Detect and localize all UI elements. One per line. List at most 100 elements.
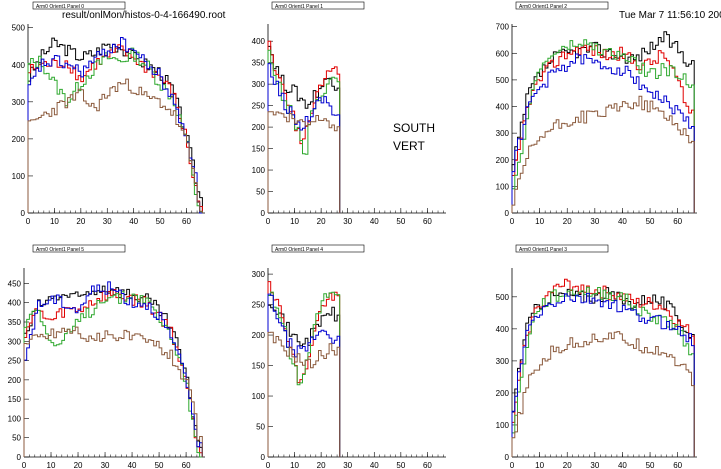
x-tick-label: 40 (128, 461, 137, 469)
x-tick-label: 20 (317, 217, 326, 226)
series-black-histogram (23, 285, 203, 457)
x-tick-label: 0 (22, 461, 27, 469)
y-tick-label: 200 (496, 156, 510, 165)
histogram-panel-3: Arm0 Orient1 Panel 5 0 10 20 30 40 50 60 0 50 100 1… (8, 244, 205, 469)
series-brown-histogram (511, 331, 695, 457)
x-tick-label: 40 (370, 217, 379, 226)
x-tick-label: 40 (129, 217, 138, 226)
y-tick-label: 400 (12, 61, 26, 70)
panel-title: Arm0 Orient1 Panel 1 (275, 4, 323, 10)
y-tick-label: 150 (252, 362, 266, 371)
y-tick-label: 300 (496, 357, 510, 366)
series-red-histogram (267, 281, 341, 457)
x-tick-label: 30 (343, 217, 352, 226)
y-tick-label: 100 (496, 421, 510, 430)
y-tick-label: 0 (505, 453, 510, 462)
series-blue-histogram (267, 63, 341, 213)
y-tick-label: 500 (496, 293, 510, 302)
x-tick-label: 30 (103, 217, 112, 226)
y-tick-label: 0 (17, 453, 22, 462)
x-tick-label: 0 (266, 461, 271, 469)
x-tick-label: 60 (673, 217, 682, 226)
y-tick-label: 600 (496, 49, 510, 58)
series-brown-histogram (27, 78, 203, 213)
y-tick-label: 50 (256, 188, 265, 197)
y-tick-label: 400 (496, 103, 510, 112)
x-tick-label: 10 (535, 461, 544, 469)
x-tick-label: 60 (673, 461, 682, 469)
series-brown-histogram (23, 326, 203, 457)
y-tick-label: 0 (261, 453, 266, 462)
series-green-histogram (267, 291, 341, 457)
series-green-histogram (23, 291, 203, 458)
series-blue-histogram (27, 37, 203, 214)
series-blue-histogram (511, 53, 695, 213)
y-tick-label: 0 (21, 209, 26, 218)
series-red-histogram (267, 40, 341, 213)
y-tick-label: 50 (12, 434, 21, 443)
x-tick-label: 20 (563, 217, 572, 226)
x-tick-label: 60 (182, 461, 191, 469)
panel-title: Arm0 Orient1 Panel 5 (36, 247, 84, 253)
annotation-south: SOUTH (393, 121, 435, 135)
y-tick-label: 400 (496, 325, 510, 334)
y-tick-label: 400 (8, 299, 22, 308)
histogram-panel-1: Arm0 Orient1 Panel 1 0 10 20 30 40 50 60 0 50 100 1… (252, 1, 446, 226)
x-tick-label: 50 (155, 461, 164, 469)
y-tick-label: 500 (496, 76, 510, 85)
x-tick-label: 60 (423, 217, 432, 226)
x-tick-label: 10 (290, 461, 299, 469)
x-tick-label: 20 (76, 217, 85, 226)
x-tick-label: 0 (266, 217, 271, 226)
y-tick-label: 250 (252, 102, 266, 111)
histogram-panel-5: Arm0 Orient1 Panel 3 0 10 20 30 40 50 60 0 100 200… (496, 244, 697, 469)
x-tick-label: 0 (510, 461, 515, 469)
y-tick-label: 500 (12, 24, 26, 33)
panel-title: Arm0 Orient1 Panel 0 (36, 4, 84, 10)
x-tick-label: 10 (47, 461, 56, 469)
y-tick-label: 300 (252, 80, 266, 89)
x-tick-label: 60 (423, 461, 432, 469)
y-tick-label: 350 (252, 59, 266, 68)
panel-title-box (32, 244, 126, 253)
x-tick-label: 50 (646, 461, 655, 469)
y-tick-label: 700 (496, 23, 510, 32)
series-red-histogram (27, 44, 203, 213)
panel-title: Arm0 Orient1 Panel 4 (275, 247, 323, 253)
y-tick-label: 100 (252, 392, 266, 401)
histogram-panel-2: Arm0 Orient1 Panel 20 10 20 30 40 50 600100200… (496, 1, 697, 226)
series-blue-histogram (511, 292, 695, 457)
x-tick-label: 30 (101, 461, 110, 469)
x-tick-label: 0 (26, 217, 31, 226)
panel-title-box (32, 1, 126, 10)
x-tick-label: 10 (50, 217, 59, 226)
panel-title-box (515, 244, 609, 253)
y-tick-label: 300 (496, 129, 510, 138)
x-tick-label: 20 (563, 461, 572, 469)
file-path-label: result/onlMon/histos-0-4-166490.root (62, 10, 226, 21)
series-blue-histogram (23, 281, 203, 457)
x-tick-label: 50 (396, 217, 405, 226)
y-tick-label: 200 (8, 376, 22, 385)
y-tick-label: 300 (252, 270, 266, 279)
y-tick-label: 200 (252, 123, 266, 132)
x-tick-label: 30 (590, 217, 599, 226)
series-red-histogram (23, 289, 203, 457)
x-tick-label: 50 (646, 217, 655, 226)
x-tick-label: 10 (535, 217, 544, 226)
panel-title: Arm0 Orient1 Panel 3 (519, 247, 567, 253)
y-tick-label: 200 (496, 389, 510, 398)
x-tick-label: 60 (182, 217, 191, 226)
x-tick-label: 10 (290, 217, 299, 226)
y-tick-label: 150 (8, 395, 22, 404)
series-black-histogram (27, 37, 203, 213)
y-tick-label: 250 (252, 301, 266, 310)
y-tick-label: 0 (261, 209, 266, 218)
y-tick-label: 450 (8, 279, 22, 288)
annotation-vert: VERT (393, 139, 425, 153)
y-tick-label: 350 (8, 318, 22, 327)
series-brown-histogram (267, 331, 341, 457)
x-tick-label: 30 (343, 461, 352, 469)
x-tick-label: 40 (618, 217, 627, 226)
